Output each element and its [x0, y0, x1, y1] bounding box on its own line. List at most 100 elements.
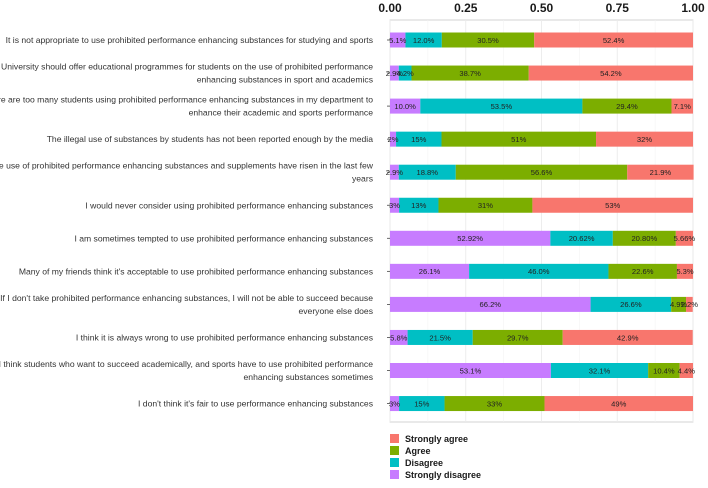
- data-label: 42.9%: [617, 333, 639, 342]
- bar-segment-strongly-disagree: [390, 329, 408, 345]
- bar-segment-strongly-agree: [676, 263, 693, 279]
- bar-segment-strongly-agree: [671, 98, 693, 114]
- data-label: 2%: [388, 135, 399, 144]
- legend-swatch: [390, 470, 399, 479]
- data-label: 5.3%: [676, 267, 694, 276]
- bar-segment-strongly-agree: [679, 363, 693, 378]
- data-label: 38.7%: [459, 69, 481, 78]
- data-label: 26.1%: [419, 267, 441, 276]
- bar-segment-agree: [441, 131, 597, 147]
- bar-segment-strongly-disagree: [390, 230, 551, 246]
- x-tick-label: 0.75: [606, 1, 630, 15]
- bar-segment-strongly-disagree: [390, 296, 591, 312]
- bar-segment-disagree: [550, 363, 649, 378]
- data-label: 5.66%: [674, 234, 696, 243]
- data-label: 21.9%: [650, 168, 672, 177]
- data-label: 53%: [605, 201, 620, 210]
- data-label: 10.0%: [394, 102, 416, 111]
- bar-segment-disagree: [469, 263, 609, 279]
- category-label: I am sometimes tempted to use prohibited…: [74, 233, 373, 243]
- plot-panel: [389, 19, 694, 423]
- legend-label: Strongly disagree: [405, 470, 481, 480]
- data-label: 20.80%: [631, 234, 657, 243]
- bar-segment-disagree: [420, 98, 583, 114]
- bar-segment-agree: [671, 296, 687, 312]
- bar-segment-agree: [472, 329, 563, 345]
- data-label: 32.1%: [589, 366, 611, 375]
- data-labels: 5.1% 12.0% 30.5% 52.4%2.9%4.2% 38.7% 54.2%10.…: [386, 36, 699, 409]
- bar-segment-agree: [441, 32, 535, 48]
- bar-segment-agree: [438, 197, 533, 213]
- data-label: 3%: [389, 201, 400, 210]
- x-axis: 0.00 0.25 0.50 0.75 1.00: [378, 1, 705, 15]
- bar-segment-disagree: [590, 296, 672, 312]
- category-label: years: [352, 174, 373, 184]
- data-label: 33%: [487, 399, 502, 408]
- bar-segment-strongly-agree: [596, 131, 693, 147]
- bar-segment-disagree: [407, 329, 473, 345]
- category-label: There are too many students using prohib…: [0, 95, 373, 105]
- bar-segment-strongly-agree: [675, 230, 693, 246]
- bar-segment-strongly-disagree: [390, 263, 470, 279]
- bar-segment-agree: [411, 65, 529, 81]
- x-tick-label: 0.00: [378, 1, 402, 15]
- data-label: 32%: [637, 135, 652, 144]
- data-label: 53.5%: [491, 102, 513, 111]
- bar-segment-disagree: [550, 230, 613, 246]
- legend-swatch: [390, 446, 399, 455]
- data-label: 51%: [511, 135, 526, 144]
- category-label: If I don't take prohibited performance e…: [0, 293, 373, 303]
- data-label: 15%: [414, 399, 429, 408]
- legend-label: Agree: [405, 446, 431, 456]
- category-label: I would never consider using prohibited …: [85, 200, 373, 210]
- data-label: 30.5%: [477, 36, 499, 45]
- category-label: The use of prohibited performance enhanc…: [0, 161, 374, 171]
- bar-segment-strongly-agree: [562, 329, 693, 345]
- category-label: I don't think it's fair to use performan…: [138, 399, 373, 409]
- data-label: 12.0%: [413, 36, 435, 45]
- bar-segment-strongly-disagree: [390, 363, 551, 378]
- bar-segment-disagree: [398, 65, 412, 81]
- bar-segment-strongly-agree: [532, 197, 693, 213]
- data-label: 29.7%: [507, 333, 529, 342]
- data-label: 26.6%: [620, 300, 642, 309]
- bar-segment-agree: [444, 396, 545, 412]
- bar-segment-strongly-disagree: [390, 164, 399, 180]
- data-label: 29.4%: [616, 102, 638, 111]
- x-tick-label: 0.50: [530, 1, 554, 15]
- bar-segment-disagree: [398, 164, 456, 180]
- data-label: 2.9%: [386, 69, 404, 78]
- data-label: 18.8%: [416, 168, 438, 177]
- bar-segment-strongly-disagree: [390, 65, 399, 81]
- bar-segment-agree: [612, 230, 676, 246]
- data-label: 5.8%: [390, 333, 408, 342]
- data-label: 56.6%: [531, 168, 553, 177]
- bar-segment-agree: [608, 263, 677, 279]
- data-label: 49%: [611, 399, 626, 408]
- legend: Strongly agree Agree Disagree Strongly disa…: [390, 434, 481, 480]
- data-label: 22.6%: [632, 267, 654, 276]
- category-label: enhancing substances sometimes: [244, 372, 373, 382]
- bar-segment-agree: [648, 363, 680, 378]
- data-label: 2.9%: [386, 168, 404, 177]
- category-label: The illegal use of substances by student…: [47, 134, 374, 144]
- data-label: 7.1%: [674, 102, 692, 111]
- data-label: 3%: [389, 399, 400, 408]
- data-label: 21.5%: [429, 333, 451, 342]
- bars: [387, 32, 694, 412]
- bar-segment-strongly-agree: [686, 296, 693, 312]
- legend-swatch: [390, 458, 399, 467]
- bar-segment-strongly-agree: [544, 396, 693, 412]
- category-label: It is not appropriate to use prohibited …: [6, 35, 373, 45]
- legend-label: Disagree: [405, 458, 443, 468]
- category-label: everyone else does: [298, 306, 373, 316]
- bar-segment-strongly-disagree: [390, 98, 421, 114]
- bar-segment-disagree: [396, 131, 442, 147]
- data-label: 52.4%: [603, 36, 625, 45]
- data-label: 15%: [411, 135, 426, 144]
- category-label: Many of my friends think it's acceptable…: [19, 266, 373, 276]
- data-label: 31%: [478, 201, 493, 210]
- legend-swatch: [390, 434, 399, 443]
- bar-segment-strongly-disagree: [390, 197, 400, 213]
